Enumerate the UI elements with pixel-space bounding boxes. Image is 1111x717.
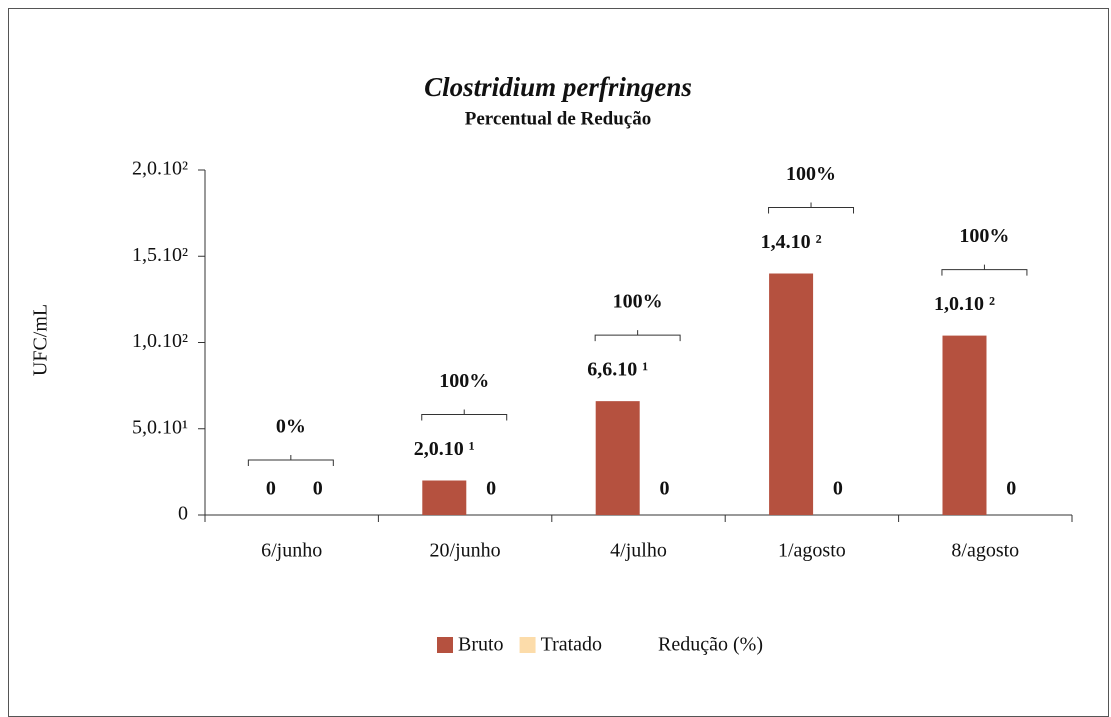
legend-label: Tratado (541, 634, 602, 656)
legend-label: Bruto (458, 634, 504, 656)
y-tick-label: 1,0.10² (132, 330, 188, 352)
x-tick-label: 6/junho (261, 540, 322, 562)
x-tick-label: 8/agosto (951, 540, 1019, 562)
legend-label: Redução (%) (658, 634, 763, 656)
y-tick-label: 1,5.10² (132, 244, 188, 266)
y-tick-label: 2,0.10² (132, 158, 188, 180)
value-label: 0 (660, 478, 670, 500)
value-label: 1,0.10 ² (934, 293, 995, 315)
reduction-label: 100% (613, 291, 663, 313)
x-tick-label: 4/julho (610, 540, 667, 562)
y-tick-label: 0 (178, 503, 188, 525)
value-label: 0 (1006, 478, 1016, 500)
x-tick-label: 1/agosto (778, 540, 846, 562)
reduction-label: 100% (786, 163, 836, 185)
value-label: 0 (833, 478, 843, 500)
value-label: 6,6.10 ¹ (587, 359, 648, 381)
reduction-label: 100% (959, 225, 1009, 247)
reduction-bracket (594, 330, 681, 342)
bar (595, 401, 640, 515)
value-label: 0 (486, 478, 496, 500)
value-label: 2,0.10 ¹ (414, 438, 475, 460)
y-tick-label: 5,0.10¹ (132, 416, 188, 438)
x-tick-label: 20/junho (430, 540, 501, 562)
legend-swatch (437, 637, 453, 653)
chart-title: Clostridium perfringens (424, 72, 692, 102)
reduction-label: 0% (276, 416, 306, 438)
value-label: 1,4.10 ² (761, 231, 822, 253)
legend-swatch (519, 637, 536, 653)
value-label: 0 (266, 478, 276, 500)
reduction-bracket (768, 202, 855, 214)
bar (942, 335, 987, 515)
reduction-bracket (941, 264, 1028, 276)
bar (769, 273, 814, 515)
reduction-bracket (421, 409, 508, 421)
bar (422, 480, 467, 515)
reduction-label: 100% (439, 370, 489, 392)
y-axis-label: UFC/mL (30, 304, 52, 376)
reduction-bracket (247, 455, 334, 466)
chart-subtitle: Percentual de Redução (465, 108, 651, 129)
value-label: 0 (313, 478, 323, 500)
